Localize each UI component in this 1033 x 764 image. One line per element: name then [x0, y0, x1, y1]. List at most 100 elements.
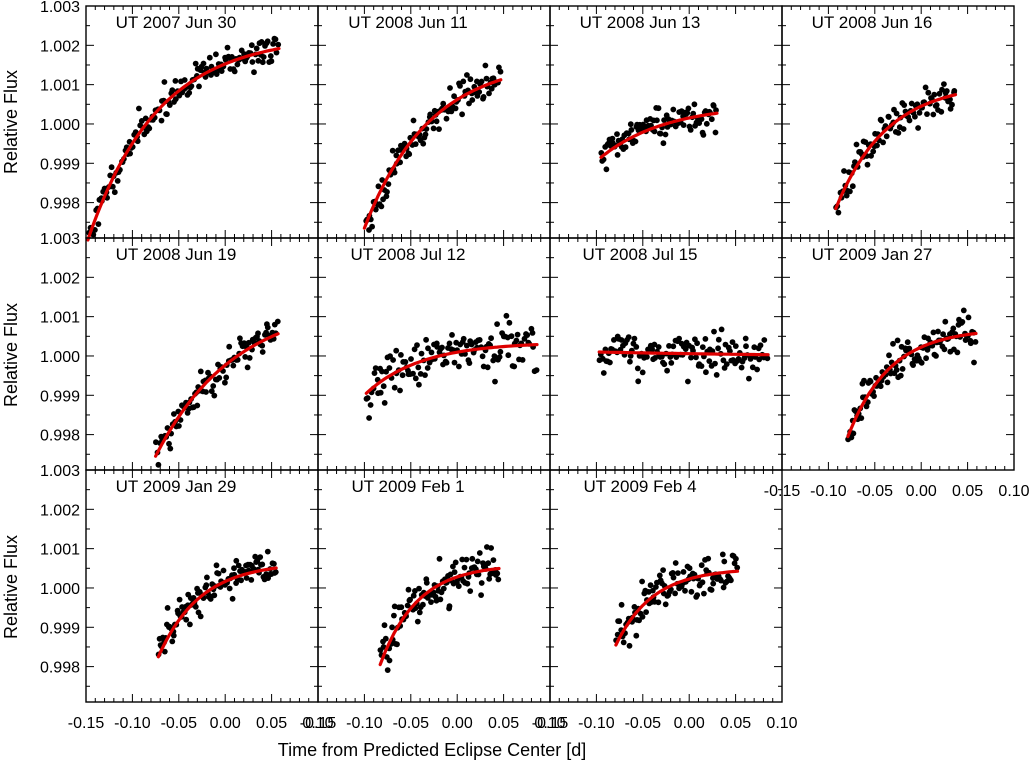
data-point	[693, 354, 699, 361]
data-point	[246, 355, 253, 361]
data-point	[245, 339, 252, 346]
data-point	[960, 307, 967, 314]
data-point	[508, 333, 515, 340]
data-point	[389, 624, 395, 631]
data-point	[224, 44, 231, 51]
y-tick-label: 1.001	[40, 310, 80, 327]
data-point	[422, 372, 428, 378]
data-point	[391, 169, 398, 176]
data-point	[169, 87, 176, 94]
data-point	[632, 138, 639, 145]
data-point	[486, 90, 492, 97]
data-point	[950, 325, 957, 332]
data-point	[883, 133, 890, 140]
x-tick-label: -0.10	[346, 715, 383, 732]
data-point	[699, 344, 706, 350]
data-point	[161, 648, 168, 655]
data-point	[255, 330, 261, 337]
data-point	[197, 613, 204, 620]
x-tick-label: -0.10	[578, 715, 615, 732]
data-point	[218, 68, 225, 74]
data-point	[476, 337, 483, 343]
y-tick-label: 0.999	[40, 156, 80, 173]
panels-layer: UT 2007 Jun 30 0.998 0.999 1.000 1.001 1.002 1…	[40, 0, 1030, 732]
x-tick-label: -0.15	[532, 715, 569, 732]
data-point	[943, 88, 950, 94]
data-point	[511, 363, 518, 370]
x-tick-label: 0.00	[442, 715, 473, 732]
data-point	[841, 168, 847, 174]
x-tick-label: -0.05	[393, 715, 430, 732]
data-point	[393, 347, 400, 354]
data-point	[685, 378, 691, 385]
data-point	[488, 335, 494, 342]
data-point	[706, 358, 713, 364]
fit-curve	[156, 566, 278, 659]
data-point	[720, 584, 727, 591]
data-point	[513, 337, 520, 344]
x-tick-label: -0.05	[625, 715, 662, 732]
panel-4: UT 2008 Jun 16	[781, 5, 1015, 239]
data-point	[488, 85, 495, 92]
data-point	[235, 562, 242, 569]
data-point	[660, 567, 666, 573]
x-tick-label: -0.15	[300, 715, 337, 732]
data-point	[412, 141, 419, 148]
data-point	[835, 209, 842, 216]
x-tick-label: 0.05	[256, 715, 287, 732]
data-point	[394, 641, 400, 648]
data-point	[703, 120, 710, 127]
data-point	[406, 151, 413, 158]
data-point	[639, 369, 646, 376]
data-point	[422, 131, 429, 138]
data-point	[861, 377, 867, 384]
data-point	[474, 558, 481, 565]
data-point	[203, 389, 209, 395]
data-point	[941, 81, 947, 87]
panel-9: UT 2009 Jan 29 0.998 0.999 1.000 1.001 1.002 1…	[40, 463, 319, 703]
x-tick-label: -0.05	[857, 483, 894, 500]
data-point	[469, 555, 476, 562]
data-point	[455, 583, 462, 590]
data-point	[488, 545, 494, 551]
data-point	[459, 556, 466, 563]
data-point	[935, 328, 941, 335]
data-point	[627, 121, 634, 128]
fit-curve	[846, 331, 978, 439]
data-point	[633, 632, 640, 639]
data-point	[411, 346, 418, 353]
data-point	[95, 221, 102, 228]
data-point	[238, 577, 245, 584]
data-point	[893, 110, 900, 117]
panel-title: UT 2008 Jun 16	[812, 13, 933, 32]
data-point	[635, 378, 642, 385]
data-point	[686, 565, 693, 572]
data-point	[967, 340, 974, 347]
panel-title: UT 2009 Jan 29	[116, 477, 237, 496]
data-point	[514, 331, 521, 338]
data-point	[700, 132, 707, 138]
data-point	[847, 188, 853, 195]
data-point	[484, 364, 491, 371]
data-point	[705, 555, 712, 562]
data-point	[702, 336, 709, 342]
data-point	[380, 383, 387, 390]
data-point	[682, 587, 688, 594]
data-point	[448, 108, 455, 115]
data-point	[203, 582, 210, 589]
data-point	[870, 148, 877, 155]
x-tick-label: -0.15	[764, 483, 801, 500]
data-point	[433, 118, 440, 125]
data-point	[731, 560, 738, 567]
data-point	[460, 335, 467, 342]
data-point	[710, 102, 717, 109]
data-point	[519, 357, 526, 363]
data-point	[951, 88, 958, 94]
data-point	[680, 122, 687, 128]
data-point	[490, 357, 497, 364]
data-point	[158, 117, 165, 124]
x-tick-label: 0.10	[534, 715, 565, 732]
data-point	[451, 569, 458, 575]
data-point	[647, 582, 654, 589]
data-point	[234, 61, 241, 68]
